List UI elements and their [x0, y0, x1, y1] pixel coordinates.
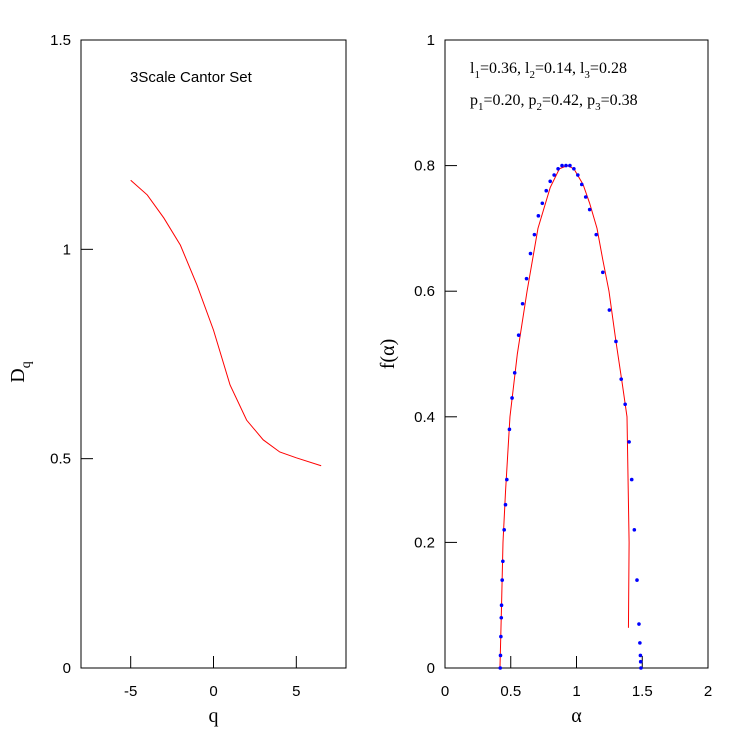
- data-point: [601, 270, 605, 275]
- annotation-index: 3: [584, 69, 590, 81]
- data-point: [556, 166, 560, 171]
- chart-title: 3Scale Cantor Set: [130, 69, 253, 86]
- data-point: [500, 578, 505, 582]
- data-line: [130, 179, 322, 467]
- data-point: [520, 301, 525, 306]
- data-point: [499, 615, 504, 620]
- y-axis-label: f(α): [377, 339, 399, 369]
- y-tick-label: 0.2: [414, 534, 435, 551]
- data-point: [583, 195, 588, 199]
- x-tick-label: 0.5: [500, 683, 521, 700]
- annotation-value: =0.20,: [484, 92, 529, 109]
- y-tick-label: 0: [427, 660, 435, 677]
- y-tick-label: 0.8: [414, 158, 435, 175]
- data-point: [552, 173, 556, 177]
- y-axis-label-base: D: [7, 368, 29, 382]
- y-tick-label: 0.4: [414, 409, 435, 426]
- annotation-symbol: l: [580, 60, 585, 77]
- data-point: [548, 179, 552, 184]
- data-point: [638, 653, 643, 658]
- y-axis-label-sub: q: [19, 361, 34, 368]
- frame: [80, 39, 347, 669]
- x-axis-label: α: [571, 705, 582, 727]
- x-tick-label: 2: [704, 683, 712, 700]
- data-point: [498, 653, 503, 658]
- annotation-symbol: p: [587, 92, 595, 109]
- annotation-index: 3: [595, 101, 601, 113]
- annotation-value: =0.38: [601, 92, 638, 109]
- annotation-value: =0.42,: [542, 92, 587, 109]
- annotation-symbol: p: [529, 92, 537, 109]
- data-point: [579, 182, 584, 187]
- annotation-value: =0.28: [590, 60, 627, 77]
- annotation-symbol: l: [525, 60, 530, 77]
- annotation-index: 2: [537, 101, 543, 113]
- annotation-index: 1: [474, 69, 480, 81]
- frame: [444, 39, 709, 669]
- data-point: [637, 622, 641, 626]
- data-point: [639, 666, 643, 670]
- data-point: [564, 163, 568, 168]
- data-point: [498, 666, 503, 670]
- y-tick-label: 1.5: [50, 32, 71, 49]
- annotation-value: =0.14,: [535, 60, 580, 77]
- data-point: [607, 308, 612, 312]
- annotation-index: 1: [478, 101, 484, 113]
- data-point: [532, 232, 537, 237]
- annotation: p1=0.20, p2=0.42, p3=0.38: [470, 92, 638, 113]
- data-point: [572, 166, 576, 171]
- annotation-symbol: l: [470, 60, 475, 77]
- y-tick-label: 0.6: [414, 283, 435, 300]
- data-point: [536, 214, 541, 218]
- y-tick-label: 0: [63, 660, 71, 677]
- data-point: [638, 641, 642, 645]
- data-point: [629, 477, 634, 482]
- data-point: [540, 201, 545, 206]
- data-point: [614, 339, 618, 344]
- x-tick-label: 0: [441, 683, 449, 700]
- y-tick-label: 1: [427, 32, 435, 49]
- x-tick-label: 1: [572, 683, 580, 700]
- data-point: [544, 188, 549, 193]
- x-tick-label: 0: [209, 683, 217, 700]
- data-point: [587, 207, 592, 212]
- data-point: [516, 333, 521, 337]
- data-point: [510, 396, 514, 400]
- data-point: [638, 659, 643, 664]
- data-point: [623, 402, 627, 407]
- data-point: [576, 173, 580, 177]
- data-line: [499, 165, 630, 669]
- y-tick-label: 1: [63, 241, 71, 258]
- x-axis-label: q: [209, 705, 219, 727]
- data-point: [568, 163, 572, 168]
- data-point: [635, 578, 639, 582]
- data-point: [507, 427, 512, 432]
- data-point: [632, 528, 637, 532]
- annotation: l1=0.36, l2=0.14, l3=0.28: [470, 60, 627, 81]
- data-point: [619, 377, 624, 381]
- annotation-value: =0.36,: [480, 60, 525, 77]
- data-point: [512, 371, 517, 375]
- data-point: [503, 502, 508, 507]
- annotation-symbol: p: [470, 92, 478, 109]
- data-point: [524, 276, 529, 281]
- data-point: [627, 440, 631, 444]
- data-point: [505, 477, 509, 482]
- y-tick-label: 0.5: [50, 451, 71, 468]
- data-point: [499, 634, 503, 639]
- data-point: [528, 251, 533, 256]
- annotation-index: 2: [529, 69, 535, 81]
- data-point: [502, 528, 506, 532]
- data-point: [499, 603, 504, 607]
- data-point: [594, 232, 599, 237]
- panel: 00.20.40.60.810 0.5 1 1.5 2αf(α)l1=0.36, l2=…: [377, 32, 712, 727]
- y-axis-label: Dq: [7, 361, 34, 382]
- data-point: [501, 559, 505, 564]
- x-tick-label: -5: [124, 683, 137, 700]
- data-point: [560, 163, 564, 168]
- x-tick-label: 5: [292, 683, 300, 700]
- x-tick-label: 1.5: [632, 683, 653, 700]
